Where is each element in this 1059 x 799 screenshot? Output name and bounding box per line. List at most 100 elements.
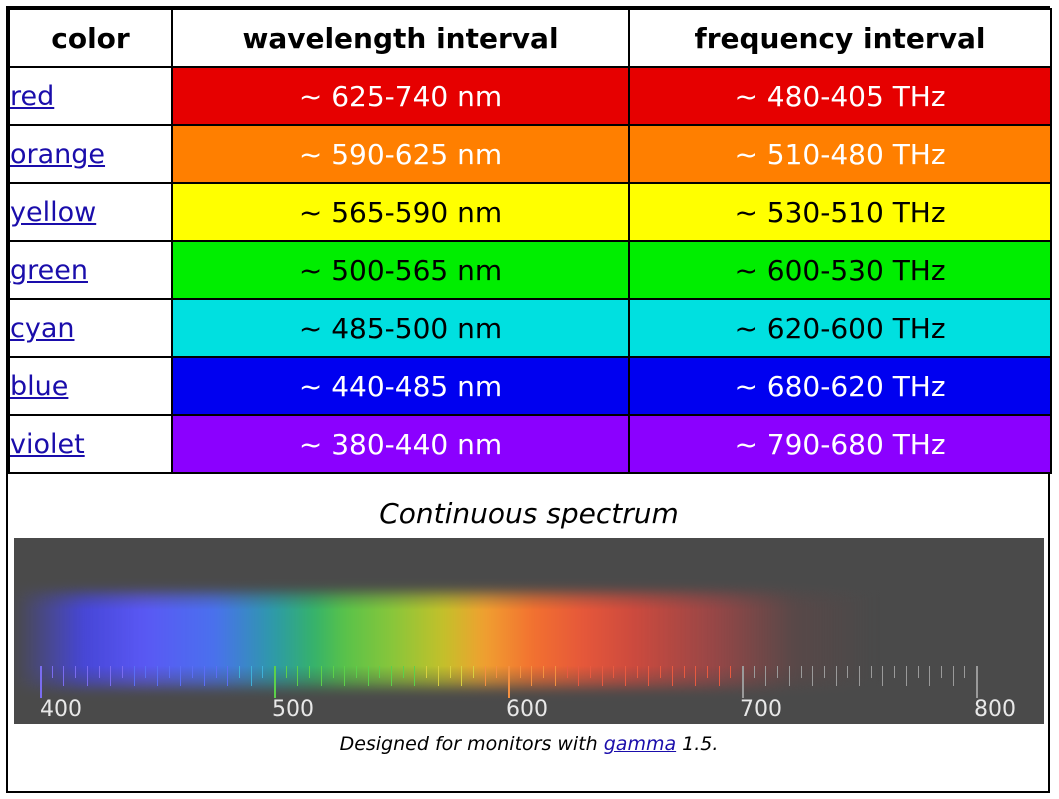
spectrum-tick: [940, 666, 942, 678]
wavelength-cell: ~ 380-440 nm: [171, 414, 630, 474]
color-link-orange[interactable]: orange: [10, 138, 106, 170]
spectrum-tick: [274, 666, 276, 698]
wavelength-cell: ~ 440-485 nm: [171, 356, 630, 416]
wavelength-cell: ~ 485-500 nm: [171, 298, 630, 358]
gamma-link[interactable]: gamma: [603, 733, 677, 755]
spectrum-tick: [894, 666, 896, 678]
spectrum-tick: [332, 666, 334, 678]
axis-label-800: 800: [974, 697, 1016, 722]
spectrum-tick: [51, 666, 53, 678]
spectrum-tick: [964, 666, 966, 678]
spectrum-tick: [519, 666, 521, 678]
spectrum-tick: [695, 666, 697, 686]
table-row: green ~ 500-565 nm ~ 600-530 THz: [8, 240, 1052, 300]
spectrum-tick: [589, 666, 591, 678]
color-name-cell: cyan: [8, 298, 173, 358]
color-link-violet[interactable]: violet: [10, 428, 85, 460]
spectrum-tick: [730, 666, 732, 678]
spectrum-tick: [367, 666, 369, 686]
spectrum-tick: [437, 666, 439, 686]
spectrum-tick: [613, 666, 615, 678]
table-row: blue ~ 440-485 nm ~ 680-620 THz: [8, 356, 1052, 416]
spectrum-tick: [800, 666, 802, 678]
spectrum-tick: [344, 666, 346, 686]
spectrum-tick: [297, 666, 299, 686]
frequency-cell: ~ 600-530 THz: [628, 240, 1052, 300]
color-link-green[interactable]: green: [10, 254, 88, 286]
spectrum-tick: [40, 666, 42, 698]
frequency-cell: ~ 680-620 THz: [628, 356, 1052, 416]
wavelength-cell: ~ 590-625 nm: [171, 124, 630, 184]
spectrum-tick: [847, 666, 849, 678]
color-link-cyan[interactable]: cyan: [10, 312, 75, 344]
color-name-cell: violet: [8, 414, 173, 474]
caption-suffix: 1.5.: [676, 733, 719, 755]
color-name-cell: blue: [8, 356, 173, 416]
spectrum-tick: [121, 666, 123, 678]
table-row: violet ~ 380-440 nm ~ 790-680 THz: [8, 414, 1052, 474]
frequency-cell: ~ 530-510 THz: [628, 182, 1052, 242]
spectrum-tick: [625, 666, 626, 686]
spectrum-tick: [742, 666, 744, 698]
spectrum-tick: [379, 666, 381, 678]
spectrum-tick: [859, 666, 860, 686]
color-name-cell: red: [8, 66, 173, 126]
color-name-cell: orange: [8, 124, 173, 184]
spectrum-tick: [812, 666, 814, 686]
spectrum-tick: [192, 666, 194, 678]
spectrum-tick: [823, 666, 825, 678]
spectrum-tick: [870, 666, 872, 678]
spectrum-tick: [180, 666, 182, 686]
color-name-cell: green: [8, 240, 173, 300]
spectrum-tick: [203, 666, 205, 686]
spectrum-tick: [718, 666, 720, 686]
spectrum-tick: [660, 666, 662, 678]
spectrum-title: Continuous spectrum: [379, 497, 679, 530]
table-row: yellow ~ 565-590 nm ~ 530-510 THz: [8, 182, 1052, 242]
spectrum-tick: [238, 666, 240, 678]
spectrum-tick: [227, 666, 229, 686]
spectrum-tick: [706, 666, 708, 678]
axis-label-700: 700: [740, 697, 782, 722]
spectrum-tick: [554, 666, 556, 686]
color-link-yellow[interactable]: yellow: [10, 196, 97, 228]
axis-label-400: 400: [40, 697, 82, 722]
color-table: color wavelength interval frequency inte…: [8, 8, 1052, 474]
spectrum-tick: [929, 666, 931, 686]
spectrum-tick: [952, 666, 954, 686]
spectrum-tick: [765, 666, 767, 686]
spectrum-tick: [917, 666, 919, 678]
spectrum-tick: [496, 666, 498, 678]
axis-label-600: 600: [506, 697, 548, 722]
spectrum-tick: [262, 666, 264, 678]
spectrum-tick: [309, 666, 311, 678]
spectrum-tick: [133, 666, 135, 686]
spectrum-band-fade: [14, 568, 1044, 708]
spectrum-tick: [753, 666, 755, 678]
header-color: color: [8, 8, 173, 68]
color-name-cell: yellow: [8, 182, 173, 242]
color-link-red[interactable]: red: [10, 80, 55, 112]
spectrum-tick: [145, 666, 147, 678]
spectrum-tick: [905, 666, 907, 686]
spectrum-tick: [601, 666, 603, 686]
spectrum-tick: [882, 666, 884, 686]
spectrum-tick: [788, 666, 790, 686]
wavelength-cell: ~ 625-740 nm: [171, 66, 630, 126]
caption-prefix: Designed for monitors with: [339, 733, 604, 755]
spectrum-tick: [98, 666, 100, 678]
spectrum-tick: [402, 666, 404, 678]
frequency-cell: ~ 480-405 THz: [628, 66, 1052, 126]
spectrum-tick: [285, 666, 287, 678]
spectrum-tick: [636, 666, 638, 678]
spectrum-tick: [157, 666, 158, 686]
spectrum-tick: [484, 666, 486, 686]
color-link-blue[interactable]: blue: [10, 370, 69, 402]
spectrum-tick: [472, 666, 474, 678]
spectrum-tick: [414, 666, 416, 686]
spectrum-tick: [110, 666, 112, 686]
spectrum-tick: [449, 666, 451, 678]
wavelength-cell: ~ 565-590 nm: [171, 182, 630, 242]
spectrum-tick: [683, 666, 685, 678]
frequency-cell: ~ 510-480 THz: [628, 124, 1052, 184]
